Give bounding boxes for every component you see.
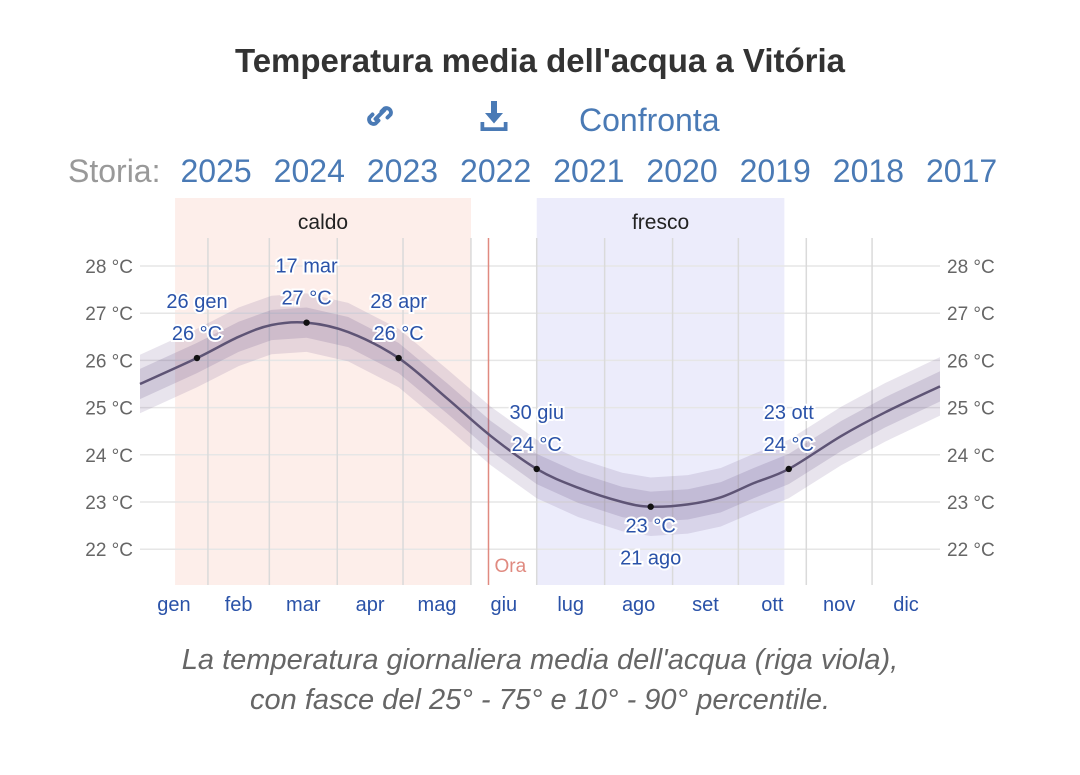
- annotation-label: 21 ago: [620, 548, 681, 570]
- month-label: mar: [286, 594, 321, 616]
- year-link[interactable]: 2025: [180, 153, 252, 189]
- caption: La temperatura giornaliera media dell'ac…: [0, 640, 1080, 720]
- year-link[interactable]: 2021: [553, 153, 625, 189]
- y-tick-label-left: 25 °C: [85, 399, 133, 420]
- season-band-caldo: [175, 198, 471, 585]
- chart-title: Temperatura media dell'acqua a Vitória: [234, 42, 846, 79]
- data-point: [647, 503, 654, 510]
- data-point: [395, 354, 402, 362]
- data-point: [193, 354, 201, 362]
- y-tick-label-right: 24 °C: [947, 446, 995, 467]
- y-tick-label-right: 28 °C: [947, 257, 995, 278]
- download-icon[interactable]: [476, 98, 512, 142]
- history-bar: Storia: 2025 2024 2023 2022 2021 2020 2019 2018 2…: [68, 153, 1019, 190]
- month-label: dic: [893, 594, 919, 616]
- annotation-label: 28 apr: [370, 291, 427, 313]
- year-link[interactable]: 2018: [832, 153, 904, 189]
- month-label: feb: [225, 594, 253, 616]
- year-link[interactable]: 2024: [273, 153, 345, 189]
- caption-line: La temperatura giornaliera media dell'ac…: [181, 644, 899, 676]
- month-label: lug: [557, 594, 584, 616]
- year-link[interactable]: 2019: [739, 153, 811, 189]
- year-link[interactable]: 2022: [460, 153, 532, 189]
- annotation-label: 17 mar: [275, 256, 338, 278]
- y-tick-label-right: 27 °C: [947, 304, 995, 325]
- data-point: [785, 465, 792, 473]
- toolbar: Confronta: [0, 98, 1080, 138]
- month-label: nov: [823, 594, 855, 616]
- season-band-fresco: [536, 198, 785, 585]
- annotation-label: 24 °C: [512, 434, 562, 456]
- month-label: ago: [622, 594, 655, 616]
- annotation-label: 26 °C: [172, 323, 222, 345]
- data-point: [533, 465, 540, 473]
- annotation-label: 24 °C: [764, 434, 814, 456]
- y-tick-label-right: 23 °C: [947, 493, 995, 514]
- band-p25-p75: [140, 307, 940, 522]
- y-tick-label-left: 22 °C: [85, 540, 133, 561]
- y-tick-label-left: 26 °C: [85, 351, 133, 372]
- season-label: caldo: [298, 211, 348, 234]
- data-point: [303, 319, 310, 326]
- y-tick-label-left: 28 °C: [85, 257, 133, 278]
- y-tick-label-left: 23 °C: [85, 493, 133, 514]
- y-tick-label-right: 26 °C: [947, 351, 995, 372]
- annotation-label: 26 °C: [374, 323, 424, 345]
- month-label: apr: [356, 594, 385, 616]
- year-link[interactable]: 2023: [366, 153, 439, 189]
- month-label: set: [692, 594, 719, 616]
- band-p10-p90: [140, 293, 940, 536]
- chart: caldo fresco 22 °C 22 °C 23 °C 23 °C 24 °C 24 °…: [85, 198, 995, 616]
- month-label: mag: [418, 594, 457, 616]
- annotation-label: 26 gen: [166, 291, 227, 313]
- now-label: Ora: [494, 556, 526, 577]
- caption-line: con fasce del 25° - 75° e 10° - 90° perc…: [250, 684, 830, 716]
- y-tick-label-right: 22 °C: [947, 540, 995, 561]
- y-tick-label-right: 25 °C: [947, 399, 995, 420]
- month-label: gen: [157, 594, 190, 616]
- y-tick-label-left: 24 °C: [85, 446, 133, 467]
- annotation-label: 27 °C: [281, 288, 331, 310]
- month-label: giu: [490, 594, 517, 616]
- season-label: fresco: [632, 211, 689, 234]
- year-link[interactable]: 2017: [925, 153, 998, 189]
- year-link[interactable]: 2020: [646, 153, 718, 189]
- mean-temperature-line: [139, 320, 941, 509]
- annotation-label: 30 giu: [509, 402, 564, 424]
- compare-link[interactable]: Confronta: [579, 102, 720, 138]
- annotation-label: 23 °C: [626, 516, 676, 538]
- month-label: ott: [761, 594, 784, 616]
- link-icon[interactable]: [362, 98, 398, 142]
- y-tick-label-left: 27 °C: [85, 304, 133, 325]
- history-label: Storia:: [68, 153, 161, 189]
- annotation-label: 23 ott: [764, 402, 814, 424]
